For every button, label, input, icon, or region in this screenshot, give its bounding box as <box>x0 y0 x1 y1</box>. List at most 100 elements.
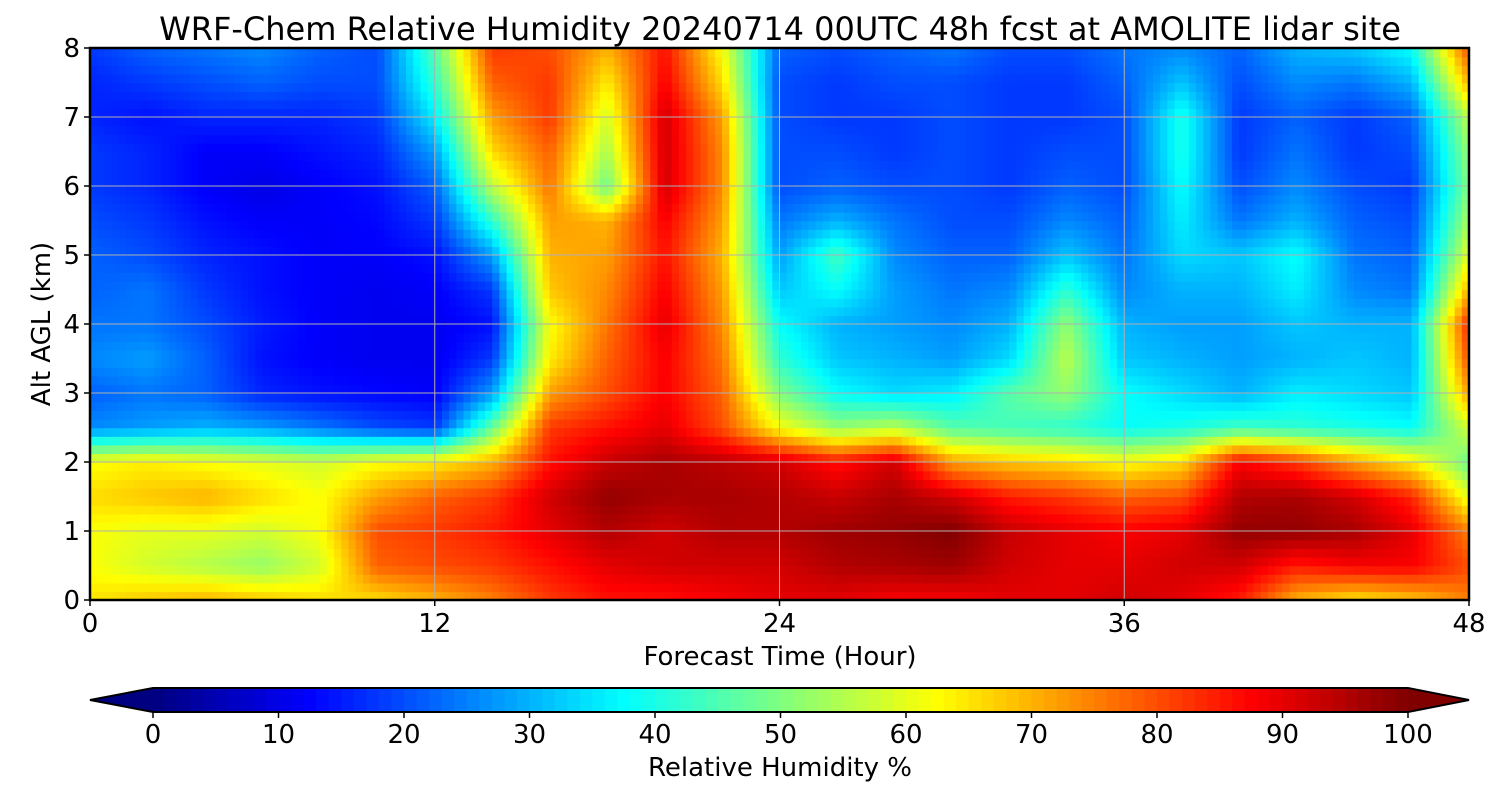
heatmap-cell <box>528 462 536 472</box>
heatmap-cell <box>183 418 192 429</box>
heatmap-cell <box>1368 574 1377 584</box>
heatmap-cell <box>406 496 414 506</box>
heatmap-cell <box>1174 384 1183 394</box>
heatmap-cell <box>441 487 450 498</box>
heatmap-cell <box>398 539 407 549</box>
heatmap-cell <box>1260 462 1269 472</box>
heatmap-cell <box>327 487 335 498</box>
heatmap-cell <box>1275 470 1283 480</box>
heatmap-cell <box>908 487 917 498</box>
heatmap-cell <box>140 539 149 549</box>
heatmap-cell <box>1088 505 1097 515</box>
heatmap-cell <box>499 453 508 463</box>
heatmap-cell <box>779 496 788 506</box>
heatmap-cell <box>844 436 853 446</box>
heatmap-cell <box>980 574 989 584</box>
heatmap-cell <box>291 496 299 506</box>
heatmap-cell <box>657 384 666 394</box>
heatmap-cell <box>887 539 896 549</box>
heatmap-cell <box>757 487 766 498</box>
heatmap-cell <box>1131 453 1140 463</box>
heatmap-cell <box>801 565 809 575</box>
heatmap-cell <box>535 427 544 437</box>
heatmap-cell <box>736 522 745 532</box>
heatmap-cell <box>1124 444 1133 455</box>
heatmap-cell <box>298 427 307 437</box>
heatmap-cell <box>427 487 436 498</box>
heatmap-cell <box>1425 505 1434 515</box>
heatmap-cell <box>994 582 1003 593</box>
heatmap-cell <box>1203 565 1212 575</box>
heatmap-cell <box>801 574 809 584</box>
heatmap-cell <box>1346 505 1355 515</box>
heatmap-cell <box>1253 410 1262 420</box>
heatmap-cell <box>291 591 299 600</box>
heatmap-cell <box>872 418 881 429</box>
heatmap-cell <box>492 436 501 446</box>
heatmap-cell <box>880 582 888 593</box>
heatmap-cell <box>944 462 953 472</box>
heatmap-cell <box>1131 436 1140 446</box>
heatmap-cell <box>643 479 651 489</box>
heatmap-cell <box>283 393 292 403</box>
heatmap-cell <box>815 582 824 593</box>
heatmap-cell <box>233 427 242 437</box>
heatmap-cell <box>183 556 192 567</box>
heatmap-cell <box>1131 582 1140 593</box>
heatmap-cell <box>1303 548 1312 558</box>
heatmap-cell <box>305 556 314 567</box>
heatmap-cell <box>1382 539 1391 549</box>
heatmap-cell <box>1016 401 1025 411</box>
heatmap-cell <box>90 367 98 377</box>
heatmap-cell <box>894 479 903 489</box>
heatmap-cell <box>283 505 292 515</box>
heatmap-cell <box>118 548 127 558</box>
heatmap-cell <box>894 436 903 446</box>
heatmap-cell <box>959 410 967 420</box>
heatmap-cell <box>772 548 781 558</box>
heatmap-cell <box>125 427 134 437</box>
heatmap-cell <box>937 470 946 480</box>
heatmap-cell <box>355 505 364 515</box>
heatmap-cell <box>499 444 508 455</box>
heatmap-cell <box>240 574 249 584</box>
heatmap-cell <box>966 462 975 472</box>
heatmap-cell <box>994 462 1003 472</box>
heatmap-cell <box>707 375 716 386</box>
heatmap-cell <box>312 393 321 403</box>
heatmap-cell <box>506 531 515 541</box>
heatmap-cell <box>477 539 486 549</box>
heatmap-cell <box>1246 539 1255 549</box>
heatmap-cell <box>722 401 730 411</box>
heatmap-cell <box>729 574 738 584</box>
heatmap-cell <box>786 470 795 480</box>
heatmap-cell <box>686 548 695 558</box>
heatmap-cell <box>111 393 120 403</box>
heatmap-cell <box>944 393 953 403</box>
heatmap-cell <box>133 401 141 411</box>
heatmap-cell <box>1382 470 1391 480</box>
heatmap-cell <box>197 393 206 403</box>
heatmap-cell <box>1203 479 1212 489</box>
heatmap-cell <box>700 513 709 524</box>
heatmap-cell <box>556 556 565 567</box>
heatmap-cell <box>499 496 508 506</box>
heatmap-cell <box>1239 505 1248 515</box>
heatmap-cell <box>700 522 709 532</box>
heatmap-cell <box>348 427 357 437</box>
heatmap-cell <box>298 531 307 541</box>
heatmap-cell <box>341 410 350 420</box>
heatmap-cell <box>384 462 393 472</box>
heatmap-cell <box>140 462 149 472</box>
heatmap-cell <box>994 444 1003 455</box>
heatmap-cell <box>111 436 120 446</box>
heatmap-cell <box>506 393 515 403</box>
heatmap-cell <box>628 375 637 386</box>
heatmap-cell <box>959 522 967 532</box>
heatmap-cell <box>520 513 529 524</box>
heatmap-cell <box>966 565 975 575</box>
heatmap-cell <box>1332 522 1341 532</box>
heatmap-cell <box>1361 393 1370 403</box>
heatmap-cell <box>1354 436 1362 446</box>
